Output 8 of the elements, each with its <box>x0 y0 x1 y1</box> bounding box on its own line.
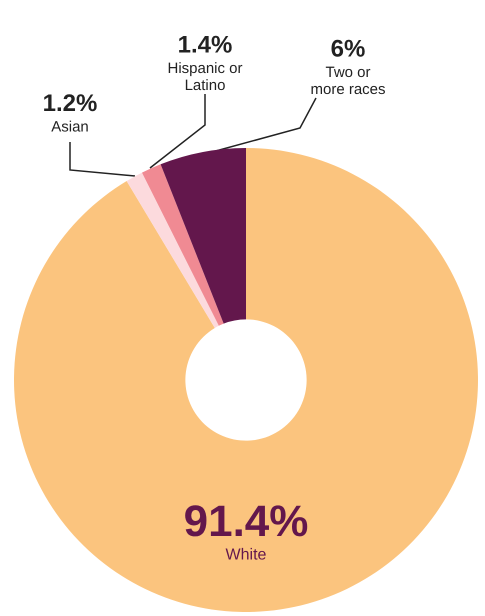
data-label: 91.4% <box>184 497 308 546</box>
slice-label: Asian <box>51 118 89 136</box>
slice-label: White <box>226 546 267 564</box>
slice-label: Two or more races <box>310 64 386 98</box>
data-label: 6% <box>330 36 366 62</box>
data-label: 1.2% <box>42 90 98 117</box>
data-label: 1.4% <box>178 32 232 58</box>
slice-label: Hispanic or Latino <box>167 60 243 94</box>
